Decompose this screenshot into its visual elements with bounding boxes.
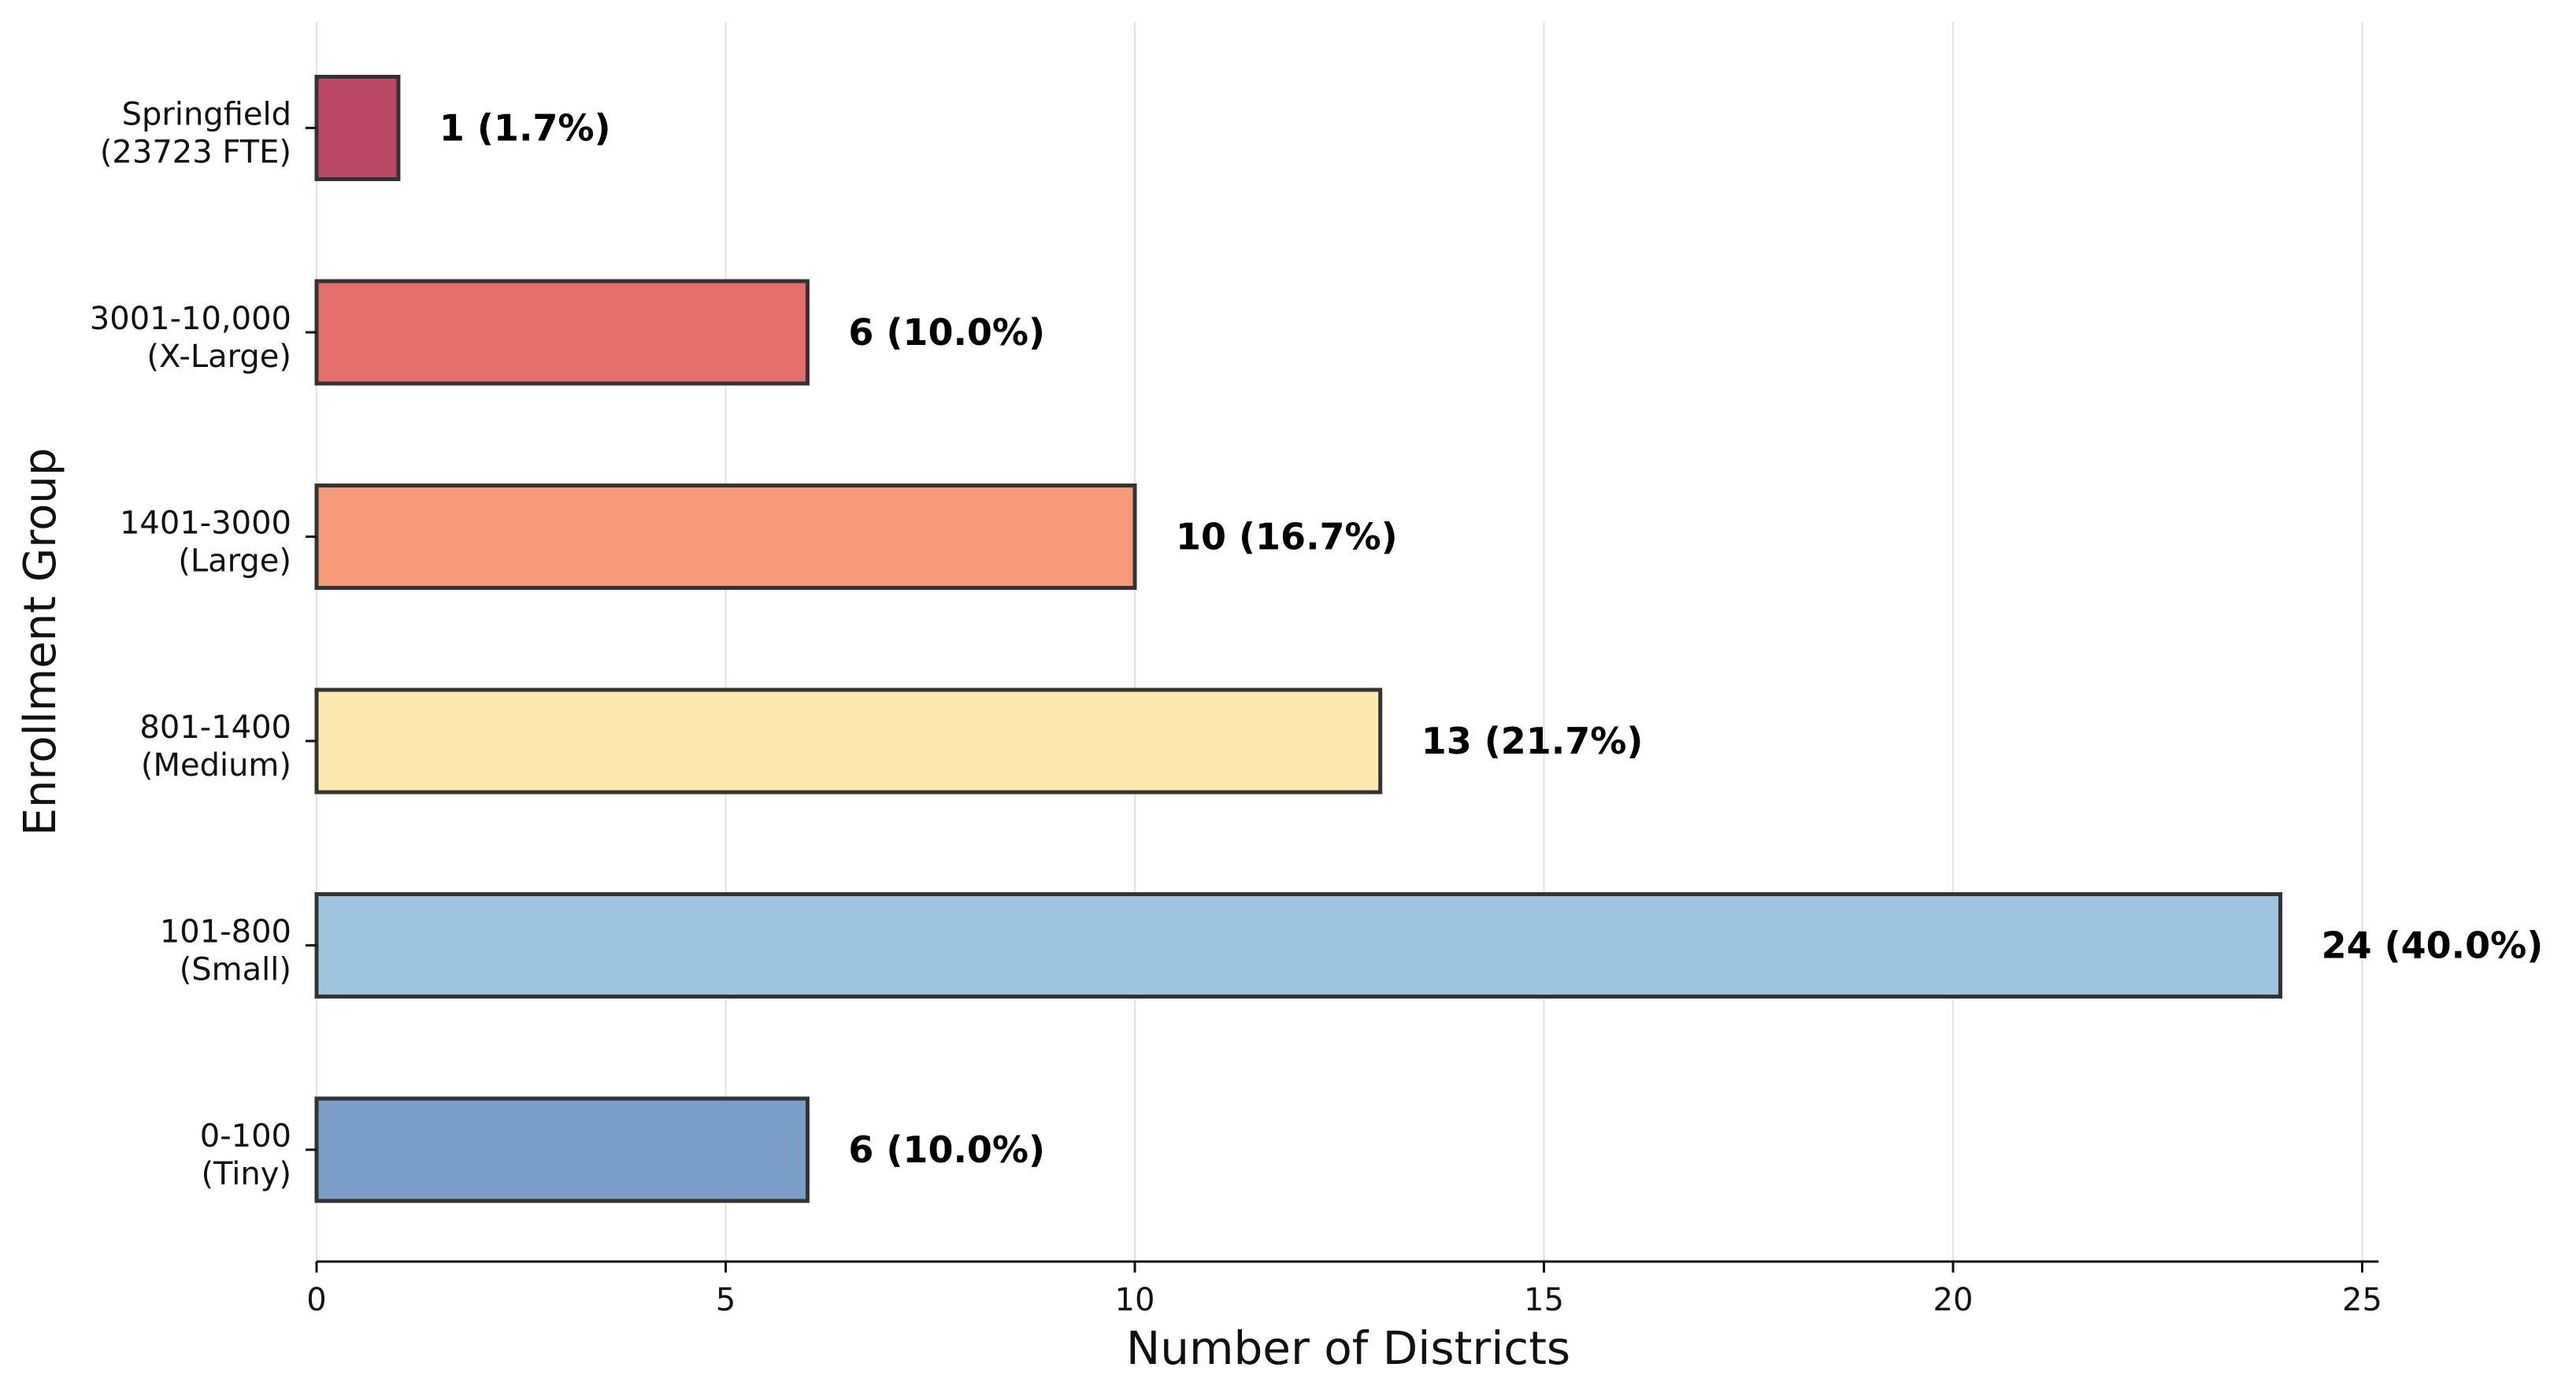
- data-label: 24 (40.0%): [2322, 925, 2544, 967]
- bar: [314, 484, 1137, 590]
- y-tick-label: 0-100: [200, 1118, 291, 1154]
- data-label: 6 (10.0%): [848, 311, 1045, 354]
- axes: 0 5 10 15 20 25: [306, 127, 2382, 1318]
- labels: 0-100(Tiny) 6 (10.0%) 101-800(Small) 24 (40…: [90, 97, 2543, 1193]
- x-tick-label: 15: [1524, 1282, 1564, 1318]
- y-tick-label: (Tiny): [201, 1156, 291, 1192]
- bar: [314, 892, 2283, 999]
- y-tick-label: 1401-3000: [120, 506, 291, 542]
- data-label: 13 (21.7%): [1421, 720, 1644, 762]
- x-tick-label: 0: [306, 1282, 326, 1318]
- data-label: 1 (1.7%): [439, 107, 611, 150]
- y-tick-label: (23723 FTE): [100, 135, 291, 171]
- bar: [314, 687, 1383, 795]
- gridlines: [316, 22, 2363, 1262]
- x-tick-label: 25: [2342, 1282, 2382, 1318]
- x-tick-label: 5: [716, 1282, 736, 1318]
- bars: [314, 75, 2283, 1203]
- y-tick-label: Springfield: [122, 97, 291, 133]
- y-tick-label: (Medium): [141, 747, 291, 784]
- y-tick-label: (X-Large): [146, 339, 291, 375]
- y-tick-label: 3001-10,000: [90, 301, 291, 337]
- y-axis-title: Enrollment Group: [15, 448, 66, 836]
- data-label: 10 (16.7%): [1176, 516, 1398, 558]
- x-tick-label: 20: [1933, 1282, 1974, 1318]
- y-tick-label: (Large): [178, 543, 291, 580]
- data-label: 6 (10.0%): [848, 1128, 1045, 1171]
- y-tick-label: (Small): [180, 952, 291, 988]
- y-tick-label: 801-1400: [139, 710, 291, 746]
- x-axis-title: Number of Districts: [1126, 1321, 1570, 1375]
- x-tick-label: 10: [1115, 1282, 1155, 1318]
- bar: [314, 1096, 810, 1203]
- bar: [314, 75, 401, 181]
- y-tick-label: 101-800: [160, 914, 291, 950]
- bar: [314, 279, 810, 386]
